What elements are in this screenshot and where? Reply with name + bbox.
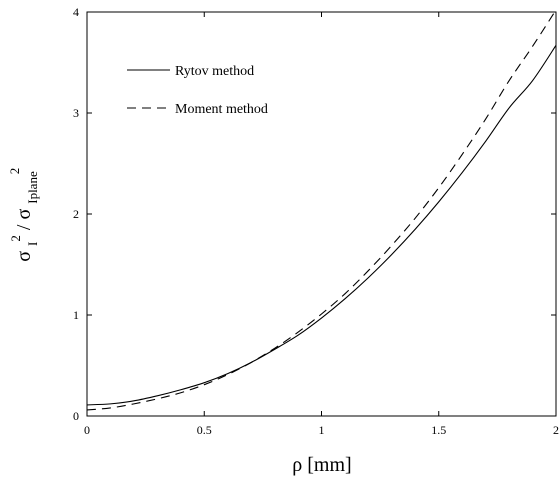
y-tick-label: 1 xyxy=(73,308,79,322)
x-tick-label: 1 xyxy=(319,423,325,437)
y-title-num-sub: I xyxy=(25,242,40,246)
svg-text:σ I 2 /: σ I 2 / σ Iplane 2 xyxy=(3,166,42,261)
series-rytov-line xyxy=(86,45,557,406)
series-moment-line xyxy=(86,9,557,411)
plot-axes xyxy=(86,11,557,417)
plot-frame xyxy=(86,11,557,417)
y-tick-label: 4 xyxy=(73,5,79,19)
legend-label-rytov: Rytov method xyxy=(175,64,254,79)
y-title-den-sigma: σ xyxy=(13,209,35,220)
x-axis-title: ρ [mm] xyxy=(292,454,351,476)
x-tick-label: 0.5 xyxy=(197,423,212,437)
y-tick-label: 3 xyxy=(73,106,79,120)
x-tick-label: 2 xyxy=(553,423,559,437)
legend: Rytov method Moment method xyxy=(127,64,268,117)
y-title-den-sub: Iplane xyxy=(25,171,40,204)
y-title-sigma: σ xyxy=(13,251,35,262)
axis-ticks: 0 0.5 1 1.5 2 0 1 2 3 4 xyxy=(73,5,559,437)
x-tick-label: 1.5 xyxy=(431,423,446,437)
series-layer xyxy=(86,9,557,411)
y-title-num-sup: 2 xyxy=(8,235,23,242)
y-title-slash: / xyxy=(13,220,35,231)
y-title-den-sup: 2 xyxy=(7,168,22,175)
x-tick-label: 0 xyxy=(84,423,90,437)
y-axis-title: σ I 2 / σ Iplane 2 xyxy=(3,166,42,262)
legend-label-moment: Moment method xyxy=(175,102,268,117)
y-tick-label: 0 xyxy=(73,409,79,423)
y-tick-label: 2 xyxy=(73,207,79,221)
